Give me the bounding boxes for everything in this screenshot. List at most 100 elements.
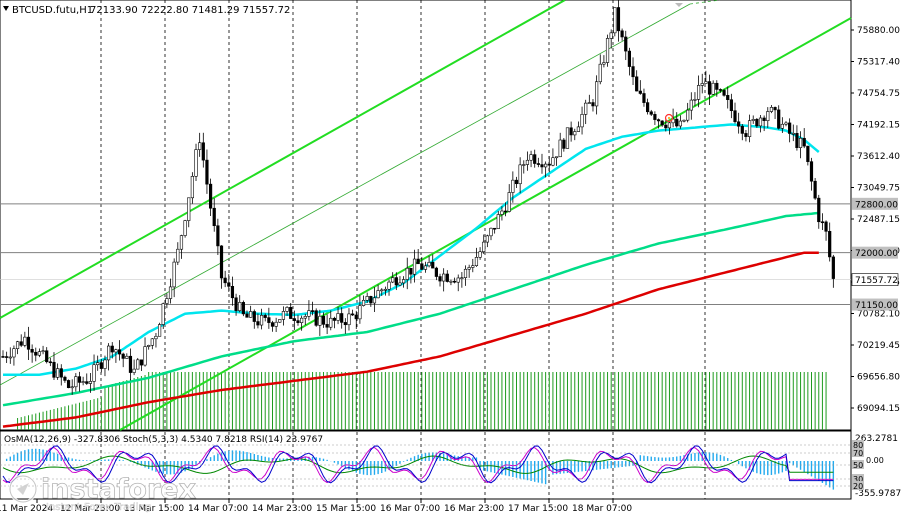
candle-body	[434, 267, 438, 277]
time-label: 16 Mar 23:00	[444, 504, 504, 514]
candle-body	[183, 220, 187, 236]
candle-body	[325, 324, 329, 328]
candle-body	[412, 258, 417, 275]
main-chart-frame[interactable]	[0, 0, 852, 431]
shift-marker-icon	[675, 3, 683, 7]
candle-body	[77, 376, 82, 383]
horizontal-levels	[0, 203, 851, 306]
candle-body	[795, 132, 799, 148]
osc-level-tag	[852, 474, 864, 483]
price-label: 75317.40	[857, 58, 900, 68]
candle-body	[128, 355, 133, 373]
candle-body	[613, 7, 617, 34]
candle-body	[103, 359, 107, 369]
candle-body	[482, 241, 486, 252]
candle-body	[59, 368, 63, 378]
candle-body	[332, 317, 337, 321]
candle-body	[438, 276, 442, 282]
indicator-title: OsMA(12,26,9) -327.8306 Stoch(5,3,3) 4.5…	[4, 435, 323, 445]
candle-body	[828, 231, 832, 258]
dropdown-triangle-icon[interactable]	[3, 6, 9, 11]
price-tag-label: 71557.72	[855, 276, 898, 286]
candle-body	[773, 107, 777, 111]
candle-body	[496, 214, 500, 229]
channel-mid-ext	[689, 0, 721, 5]
candle-body	[92, 364, 96, 382]
candle-body	[514, 179, 519, 185]
trend-channels	[0, 0, 852, 431]
candle-body	[718, 89, 723, 91]
candle-body	[252, 311, 256, 322]
osc-level-tag	[852, 460, 864, 469]
candle-body	[420, 263, 424, 270]
candle-body	[598, 63, 602, 83]
candle-body	[139, 359, 143, 366]
candle-body	[565, 127, 570, 149]
candle-body	[56, 368, 60, 378]
candle-body	[402, 279, 406, 284]
candle-body	[791, 132, 795, 135]
price-tag	[852, 298, 898, 311]
price-tag	[852, 246, 898, 259]
candle-body	[511, 179, 515, 193]
candle-body	[431, 262, 435, 269]
candle-body	[168, 286, 173, 299]
candle-body	[638, 90, 642, 94]
candle-body	[423, 265, 428, 270]
candle-body	[372, 297, 377, 304]
candle-body	[635, 76, 639, 92]
candle-body	[474, 257, 479, 266]
candle-body	[125, 355, 129, 359]
candle-body	[493, 227, 497, 230]
candle-body	[525, 159, 530, 165]
candle-body	[380, 289, 384, 292]
candle-body	[376, 290, 380, 299]
candle-body	[216, 225, 220, 247]
candle-body	[263, 315, 267, 318]
candle-body	[737, 121, 741, 127]
candle-body	[587, 102, 591, 104]
candle-body	[136, 359, 140, 370]
candle-body	[310, 310, 315, 312]
osc-level-label: 30	[853, 475, 863, 484]
candle-body	[391, 277, 395, 283]
candle-body	[624, 36, 628, 52]
candle-body	[361, 299, 366, 306]
price-label: 69656.80	[857, 373, 900, 383]
candle-body	[387, 281, 391, 290]
candle-body	[88, 381, 93, 384]
candle-body	[463, 268, 468, 279]
instaforex-watermark: instaforex Instant Forex Trading	[8, 474, 196, 513]
time-label: 18 Mar 07:00	[572, 504, 632, 514]
candle-body	[656, 119, 661, 122]
candle-body	[667, 122, 672, 129]
candle-body	[777, 109, 781, 129]
candle-body	[500, 210, 504, 215]
candle-body	[627, 50, 631, 67]
candle-body	[190, 176, 194, 199]
candle-body	[147, 345, 151, 347]
price-label: 69094.15	[857, 404, 900, 414]
time-label: 16 Mar 07:00	[380, 504, 440, 514]
candle-body	[449, 280, 453, 283]
candle-body	[318, 315, 322, 326]
candle-body	[802, 137, 806, 147]
indicator-axis-bottom: -355.9787	[855, 489, 901, 499]
candle-body	[143, 346, 147, 366]
candle-body	[150, 338, 154, 346]
candle-body	[769, 107, 774, 112]
candle-body	[205, 159, 209, 185]
candle-body	[580, 114, 584, 128]
candle-body	[48, 361, 52, 364]
candle-body	[238, 302, 242, 311]
candle-body	[755, 118, 759, 127]
candle-body	[427, 262, 431, 267]
candle-body	[107, 345, 111, 361]
candle-body	[19, 341, 23, 346]
osc-level-tag	[852, 440, 864, 449]
candle-body	[664, 124, 668, 129]
candle-body	[540, 164, 544, 168]
candle-body	[522, 164, 526, 166]
